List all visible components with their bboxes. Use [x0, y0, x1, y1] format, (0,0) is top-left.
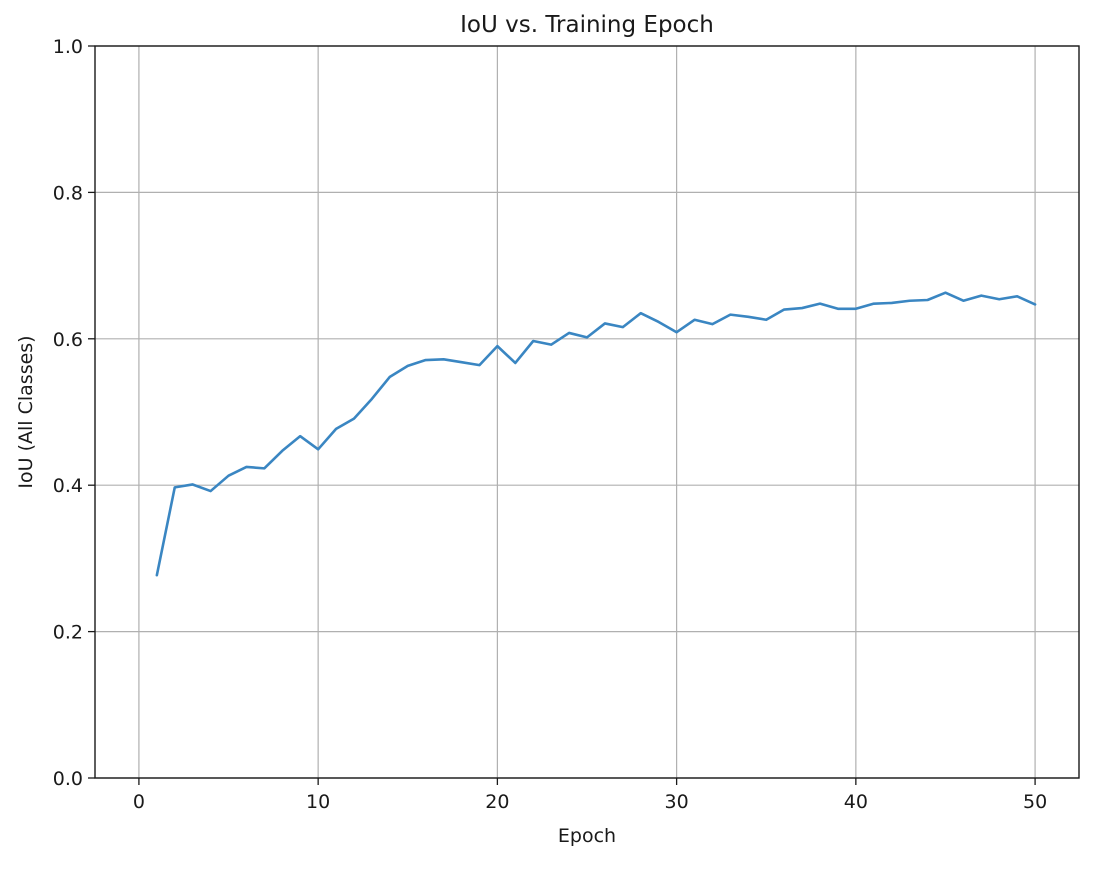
y-tick-label: 1.0: [53, 36, 83, 58]
y-tick-label: 0.6: [53, 329, 83, 351]
y-tick-label: 0.4: [53, 475, 83, 497]
series-line: [155, 291, 1037, 577]
grid: [95, 45, 1079, 779]
x-tick-label: 20: [485, 791, 509, 813]
y-tick-label: 0.2: [53, 622, 83, 644]
y-tick-label: 0.8: [53, 182, 83, 204]
x-tick-label: 0: [133, 791, 145, 813]
series-layer: [155, 291, 1037, 577]
x-tick-label: 40: [844, 791, 868, 813]
y-axis-label: IoU (All Classes): [15, 335, 37, 488]
plot-frame: [94, 45, 1080, 779]
x-tick-label: 30: [665, 791, 689, 813]
x-axis-label: Epoch: [558, 825, 616, 847]
x-tick-label: 10: [306, 791, 330, 813]
y-tick-label: 0.0: [53, 768, 83, 790]
x-tick-label: 50: [1023, 791, 1047, 813]
chart-title: IoU vs. Training Epoch: [460, 12, 714, 38]
ticks: 0 10 20 30 40 50 0.0 0.2 0.4 0.6 0.8 1.0: [53, 36, 1047, 813]
